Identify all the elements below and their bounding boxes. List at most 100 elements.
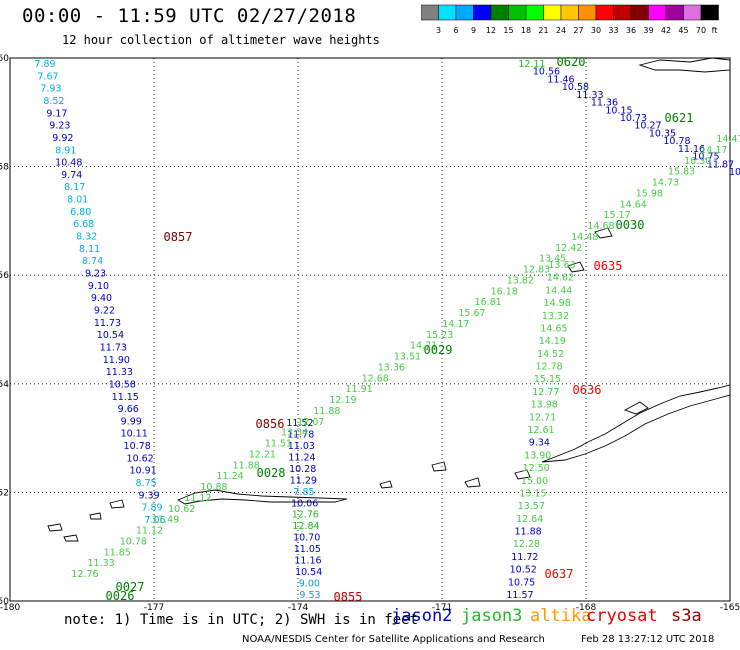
color-scale-label: 15 — [503, 26, 513, 35]
color-scale-label: 21 — [538, 26, 548, 35]
coastline — [89, 512, 102, 520]
color-scale-label: 6 — [453, 26, 458, 35]
color-scale-label: 39 — [643, 26, 653, 35]
track-value-label: 13.90 — [524, 450, 551, 461]
track-value-label: 15.15 — [534, 374, 561, 385]
track-value-label: 10.52 — [510, 565, 537, 576]
track-value-label: 11.51 — [265, 439, 292, 450]
track-value-label: 10.58 — [562, 82, 589, 93]
track-value-label: 11.16 — [294, 556, 321, 567]
track-time-label: 0635 — [594, 259, 623, 273]
track-value-label: 14.98 — [544, 298, 571, 309]
track-value-label: 9.34 — [529, 438, 550, 449]
track-value-label: 12.84 — [292, 521, 319, 532]
page-subtitle: 12 hour collection of altimeter wave hei… — [62, 33, 380, 47]
footer-timestamp: Feb 28 13:27:12 UTC 2018 — [581, 634, 715, 645]
track-value-label: 12.68 — [362, 373, 389, 384]
track-value-label: 11.24 — [217, 471, 244, 482]
track-time-label: 0857 — [164, 230, 193, 244]
track-value-label: 11.15 — [112, 392, 139, 403]
track-value-label: 11.33 — [106, 367, 133, 378]
track-value-label: 14.47 — [716, 134, 740, 145]
coastline — [514, 469, 531, 480]
track-value-label: 13.63 — [548, 260, 575, 271]
track-value-label: 15.98 — [636, 188, 663, 199]
track-value-label: 11.73 — [100, 342, 127, 353]
track-value-label: 9.23 — [49, 121, 70, 132]
track-time-label: 0028 — [257, 466, 286, 480]
legend-jason2: jason2 — [391, 606, 453, 626]
track-value-label: 10.62 — [127, 453, 154, 464]
track-value-label: 10.73 — [620, 113, 647, 124]
track-value-label: 7.85 — [293, 487, 314, 498]
coastline — [63, 534, 79, 542]
legend-altika: altika — [530, 606, 592, 626]
track-value-label: 12.21 — [249, 449, 276, 460]
track-value-label: 10.75 — [508, 577, 535, 588]
color-scale-label: 24 — [556, 26, 566, 35]
track-time-label: 0030 — [616, 218, 645, 232]
track-value-label: 6.68 — [73, 219, 94, 230]
track-value-label: 11.16 — [678, 144, 705, 155]
track-value-label: 13.34 — [281, 428, 308, 439]
track-value-label: 9.92 — [52, 133, 73, 144]
track-value-label: 10.35 — [649, 128, 676, 139]
track-time-label: 0637 — [545, 567, 574, 581]
color-scale-label: 70 — [696, 26, 706, 35]
track-value-label: 8.91 — [55, 145, 76, 156]
track-value-label: 8.01 — [67, 195, 88, 206]
track-value-label: 9.53 — [299, 590, 320, 601]
track-value-label: 12.07 — [297, 417, 324, 428]
legend-cryosat: cryosat — [586, 606, 658, 626]
page-title: 00:00 - 11:59 UTC 02/27/2018 — [22, 5, 357, 27]
coastline — [594, 227, 613, 239]
track-value-label: 10.48 — [55, 158, 82, 169]
track-value-label: 8.11 — [79, 244, 100, 255]
track-value-label: 9.40 — [91, 293, 112, 304]
track-value-label: 10.75 — [692, 152, 719, 163]
track-value-label: 16.81 — [475, 297, 502, 308]
track-value-label: 14.62 — [547, 273, 574, 284]
track-value-label: 13.57 — [518, 501, 545, 512]
track-value-label: 10.28 — [289, 464, 316, 475]
track-value-label: 10 — [729, 167, 740, 178]
track-value-label: 15.00 — [521, 476, 548, 487]
track-value-label: 10.78 — [663, 136, 690, 147]
lon-tick-label: -171 — [432, 603, 452, 613]
track-value-label: 11.78 — [287, 429, 314, 440]
track-value-label: 10.70 — [293, 533, 320, 544]
track-value-label: 9.00 — [299, 579, 320, 590]
track-value-label: 11.85 — [104, 547, 131, 558]
color-scale-label: ft — [712, 26, 718, 35]
color-scale-label: 3 — [436, 26, 441, 35]
track-value-label: 12.64 — [516, 514, 543, 525]
lon-tick-label: -180 — [0, 603, 20, 613]
lon-tick-label: -168 — [576, 603, 597, 613]
lon-tick-label: -165 — [720, 603, 740, 613]
track-value-label: 6.80 — [70, 207, 91, 218]
coastline — [541, 384, 731, 463]
coastline — [623, 401, 649, 415]
track-value-label: 14.71 — [410, 341, 437, 352]
track-value-label: 12.78 — [535, 362, 562, 373]
track-value-label: 14.17 — [700, 145, 727, 156]
track-value-label: 11.36 — [591, 98, 618, 109]
track-value-label: 11.12 — [136, 526, 163, 537]
track-value-label: 11.46 — [547, 74, 574, 85]
track-value-label: 11.12 — [184, 493, 211, 504]
track-value-label: 12.28 — [513, 539, 540, 550]
coastline — [464, 477, 481, 488]
track-value-label: 13.82 — [507, 275, 534, 286]
track-value-label: 15.17 — [604, 210, 631, 221]
track-value-label: 14.44 — [545, 285, 572, 296]
color-swatch — [700, 4, 719, 21]
coastline — [47, 523, 63, 532]
coastline — [176, 489, 348, 505]
track-value-label: 14.68 — [587, 221, 614, 232]
coastline — [109, 499, 125, 509]
track-value-label: 13.98 — [531, 400, 558, 411]
color-scale-label: 45 — [678, 26, 688, 35]
track-value-label: 11.88 — [313, 406, 340, 417]
lon-tick-label: -174 — [288, 603, 309, 613]
